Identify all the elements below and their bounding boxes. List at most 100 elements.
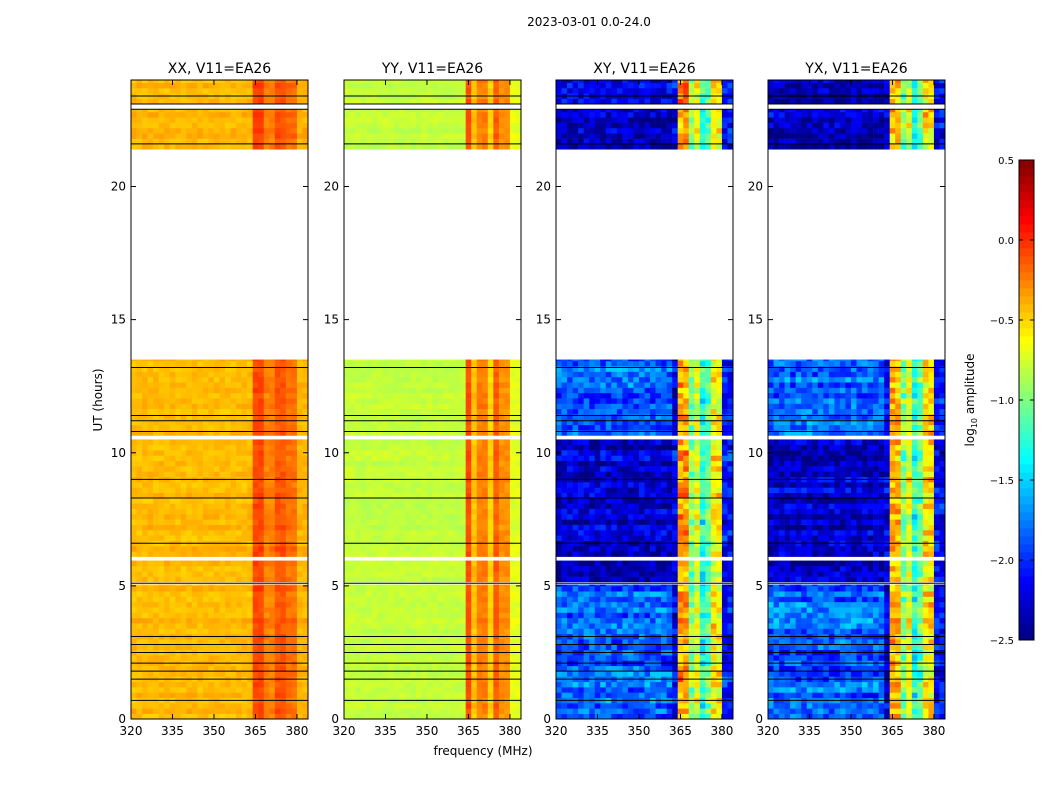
heatmap-cell [252,681,259,688]
heatmap-cell [393,519,400,525]
heatmap-cell [180,482,187,488]
heatmap-cell [443,138,450,145]
heatmap-cell [493,376,500,383]
heatmap-cell [465,591,472,597]
heatmap-cell [236,98,242,105]
heatmap-cell [393,392,400,399]
heatmap-cell [388,623,395,629]
heatmap-cell [432,628,439,635]
heatmap-cell [236,628,242,635]
heatmap-cell [225,359,231,362]
heatmap-cell [426,591,433,597]
heatmap-cell [460,585,466,592]
heatmap-cell [302,692,309,699]
heatmap-cell [252,617,259,624]
heatmap-cell [136,617,143,624]
heatmap-cell [302,117,309,123]
heatmap-cell [476,360,483,367]
heatmap-cell [142,617,148,624]
heatmap-cell [371,535,378,541]
heatmap-cell [153,671,159,677]
heatmap-cell [410,607,417,613]
heatmap-cell [219,687,226,693]
heatmap-cell [186,565,193,572]
heatmap-cell [136,692,143,699]
heatmap-cell [487,387,494,394]
heatmap-cell [382,628,389,635]
heatmap-cell [349,584,356,587]
heatmap-cell [252,560,259,567]
heatmap-cell [426,455,433,462]
heatmap-cell [388,444,395,451]
heatmap-cell [344,612,350,619]
heatmap-cell [208,133,215,139]
heatmap-cell [142,366,148,372]
heatmap-cell [208,596,215,603]
heatmap-cell [241,424,248,431]
heatmap-cell [269,571,276,577]
heatmap-cell [344,591,350,597]
heatmap-cell [241,143,248,150]
heatmap-cell [460,545,466,552]
heatmap-cell [131,639,137,645]
heatmap-cell [504,708,511,714]
heatmap-cell [302,387,309,394]
heatmap-cell [180,408,187,415]
heatmap-cell [202,430,209,436]
heatmap-cell [515,366,522,372]
heatmap-cell [371,127,378,134]
heatmap-cell [230,601,237,608]
heatmap-cell [291,127,298,134]
heatmap-cell [344,571,350,577]
heatmap-cell [269,98,276,105]
heatmap-cell [296,612,303,619]
heatmap-cell [136,551,143,557]
heatmap-cell [504,387,511,394]
heatmap-cell [509,529,516,536]
heatmap-cell [280,623,287,629]
heatmap-cell [169,482,176,488]
heatmap-cell [377,628,384,635]
heatmap-cell [443,687,450,693]
heatmap-cell [296,671,303,677]
heatmap-cell [131,607,137,613]
x-tick-label: 380 [285,724,308,738]
heatmap-cell [202,665,209,672]
heatmap-cell [258,109,265,113]
heatmap-cell [230,143,237,150]
heatmap-cell [377,623,384,629]
heatmap-cell [202,708,209,714]
heatmap-cell [471,387,478,394]
heatmap-cell [371,503,378,509]
heatmap-cell [175,471,182,478]
heatmap-cell [487,450,494,456]
heatmap-cell [415,703,422,709]
heatmap-cell [263,628,270,635]
heatmap-cell [191,612,198,619]
heatmap-cell [285,482,292,488]
heatmap-cell [164,692,171,699]
heatmap-cell [280,665,287,672]
heatmap-cell [213,127,220,134]
heatmap-cell [241,601,248,608]
heatmap-cell [426,127,433,134]
heatmap-cell [164,371,171,378]
heatmap-cell [236,133,242,139]
heatmap-cell [241,498,248,504]
heatmap-cell [432,508,439,515]
heatmap-cell [280,487,287,493]
heatmap-cell [438,359,444,362]
heatmap-cell [164,376,171,383]
heatmap-cell [449,708,455,714]
heatmap-cell [360,392,367,399]
heatmap-cell [269,639,276,645]
heatmap-cell [471,535,478,541]
heatmap-cell [252,565,259,572]
heatmap-cell [388,122,395,129]
heatmap-cell [285,665,292,672]
heatmap-cell [302,414,309,420]
heatmap-cell [399,623,406,629]
heatmap-cell [421,450,428,456]
heatmap-cell [366,703,372,709]
heatmap-cell [377,671,384,677]
